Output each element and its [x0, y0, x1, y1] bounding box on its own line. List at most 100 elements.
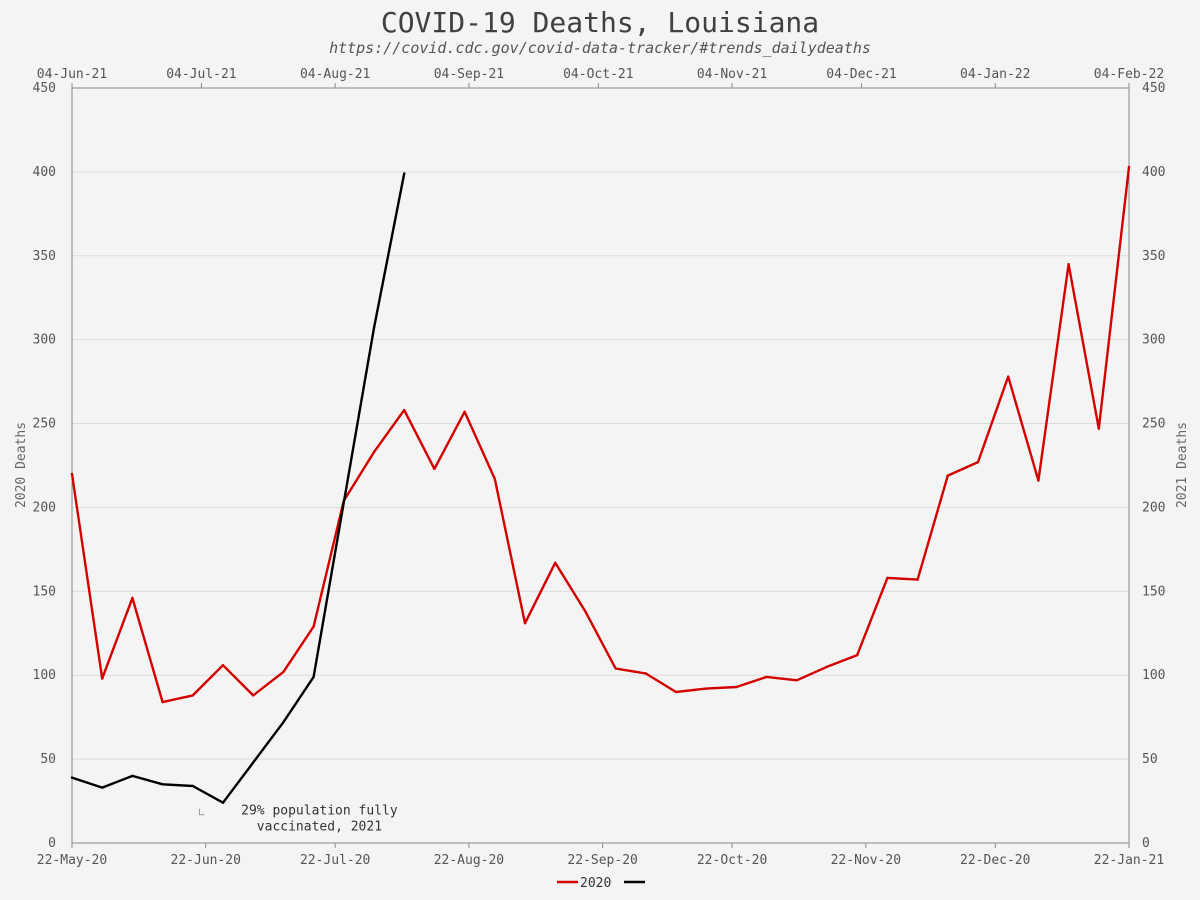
- y-tick-label-right-250: 250: [1142, 417, 1165, 432]
- data-point-top-axis-1: [101, 786, 104, 789]
- data-point-2020-21: [705, 687, 708, 690]
- data-point-top-axis-4: [191, 784, 194, 788]
- data-point-top-axis-11: [403, 172, 406, 175]
- legend-label-2020: 2020: [580, 876, 611, 891]
- data-point-2020-2: [131, 596, 134, 600]
- y-tick-label-left-50: 50: [40, 752, 56, 767]
- data-point-top-axis-2: [131, 774, 134, 778]
- chart-subtitle: https://covid.cdc.gov/covid-data-tracker…: [329, 39, 871, 57]
- data-point-top-axis-3: [161, 783, 164, 786]
- data-point-top-axis-7: [282, 721, 285, 724]
- data-point-2020-24: [795, 679, 798, 682]
- chart-title: COVID-19 Deaths, Louisiana: [381, 6, 819, 39]
- data-point-2020-5: [221, 664, 225, 667]
- x-tick-label-top: 04-Jan-22: [960, 67, 1030, 82]
- x-tick-label-bottom: 22-Dec-20: [960, 853, 1030, 868]
- data-point-2020-16: [554, 561, 557, 564]
- data-point-2020-10: [372, 450, 376, 454]
- data-point-2020-28: [916, 578, 919, 581]
- data-point-2020-34: [1097, 427, 1101, 430]
- x-tick-label-bottom: 22-Nov-20: [831, 853, 901, 868]
- x-tick-label-bottom: 22-Oct-20: [697, 853, 767, 868]
- series-line-top-axis: [70, 172, 406, 804]
- data-point-2020-11: [403, 408, 406, 412]
- annotation-pointer: [198, 808, 205, 816]
- y-tick-label-left-250: 250: [33, 417, 56, 432]
- data-point-top-axis-5: [221, 801, 225, 804]
- y-tick-label-right-400: 400: [1142, 165, 1165, 180]
- y-tick-label-right-100: 100: [1142, 668, 1165, 683]
- data-point-2020-13: [463, 410, 466, 413]
- y-tick-label-right-300: 300: [1142, 333, 1165, 348]
- y-tick-label-left-350: 350: [33, 249, 56, 264]
- data-point-2020-31: [1007, 375, 1010, 378]
- data-point-2020-32: [1037, 479, 1040, 482]
- x-tick-label-bottom: 22-Aug-20: [434, 853, 504, 868]
- x-tick-label-top: 04-Nov-21: [697, 67, 767, 82]
- data-point-2020-4: [191, 694, 194, 697]
- x-tick-label-top: 04-Jul-21: [166, 67, 236, 82]
- data-point-2020-7: [282, 670, 285, 674]
- data-point-2020-18: [614, 667, 617, 670]
- data-point-2020-8: [312, 625, 315, 628]
- x-tick-label-top: 04-Oct-21: [563, 67, 633, 82]
- data-point-top-axis-10: [372, 326, 376, 330]
- annotation-text-line-1: 29% population fully: [241, 804, 398, 819]
- data-point-2020-25: [825, 665, 829, 668]
- data-point-2020-12: [433, 467, 436, 471]
- data-point-2020-0: [70, 472, 74, 476]
- data-point-top-axis-8: [312, 675, 315, 679]
- series-line-2020: [70, 165, 1131, 704]
- y-tick-label-left-100: 100: [33, 668, 56, 683]
- y-tick-label-left-0: 0: [48, 836, 56, 851]
- y-axis-label-left: 2020 Deaths: [14, 422, 29, 508]
- data-point-2020-33: [1067, 263, 1070, 266]
- x-tick-label-bottom: 22-May-20: [37, 853, 107, 868]
- y-tick-label-left-400: 400: [33, 165, 56, 180]
- x-tick-label-top: 04-Jun-21: [37, 67, 107, 82]
- data-point-2020-26: [856, 653, 859, 657]
- x-tick-label-bottom: 22-Jun-20: [171, 853, 241, 868]
- data-point-2020-19: [644, 672, 647, 675]
- data-point-2020-22: [735, 685, 738, 689]
- y-tick-label-right-50: 50: [1142, 752, 1158, 767]
- data-point-top-axis-9: [342, 501, 345, 504]
- y-tick-label-right-450: 450: [1142, 81, 1165, 96]
- y-tick-label-left-150: 150: [33, 584, 56, 599]
- axes: 0 0 50 50 100 100 150 150 200 200 250 250 300 300 350 3…: [33, 67, 1166, 868]
- data-point-2020-20: [674, 690, 678, 694]
- data-point-2020-6: [252, 694, 255, 697]
- data-point-2020-1: [101, 677, 104, 680]
- data-point-2020-17: [584, 610, 587, 613]
- y-tick-label-left-200: 200: [33, 500, 56, 515]
- x-tick-label-top: 04-Feb-22: [1094, 67, 1164, 82]
- x-tick-label-top: 04-Dec-21: [826, 67, 896, 82]
- x-tick-label-bottom: 22-Jan-21: [1094, 853, 1164, 868]
- x-tick-label-bottom: 22-Jul-20: [300, 853, 370, 868]
- data-point-2020-29: [946, 474, 949, 477]
- data-point-2020-23: [765, 675, 768, 679]
- data-point-2020-14: [493, 477, 496, 481]
- series-lines: [70, 165, 1131, 804]
- legend: 2020: [557, 876, 645, 891]
- y-axis-label-right: 2021 Deaths: [1175, 422, 1190, 508]
- annotation-text-line-2: vaccinated, 2021: [257, 820, 382, 835]
- data-point-2020-3: [161, 700, 164, 704]
- data-point-top-axis-0: [70, 776, 74, 779]
- y-tick-label-right-150: 150: [1142, 584, 1165, 599]
- y-tick-label-right-200: 200: [1142, 500, 1165, 515]
- data-point-2020-27: [886, 576, 889, 580]
- y-tick-label-left-300: 300: [33, 333, 56, 348]
- x-tick-label-top: 04-Sep-21: [434, 67, 504, 82]
- x-tick-label-bottom: 22-Sep-20: [567, 853, 637, 868]
- y-tick-label-right-0: 0: [1142, 836, 1150, 851]
- x-tick-label-top: 04-Aug-21: [300, 67, 370, 82]
- data-point-2020-30: [976, 460, 980, 464]
- data-point-2020-15: [523, 622, 527, 625]
- y-tick-label-left-450: 450: [33, 81, 56, 96]
- data-point-top-axis-6: [252, 761, 255, 764]
